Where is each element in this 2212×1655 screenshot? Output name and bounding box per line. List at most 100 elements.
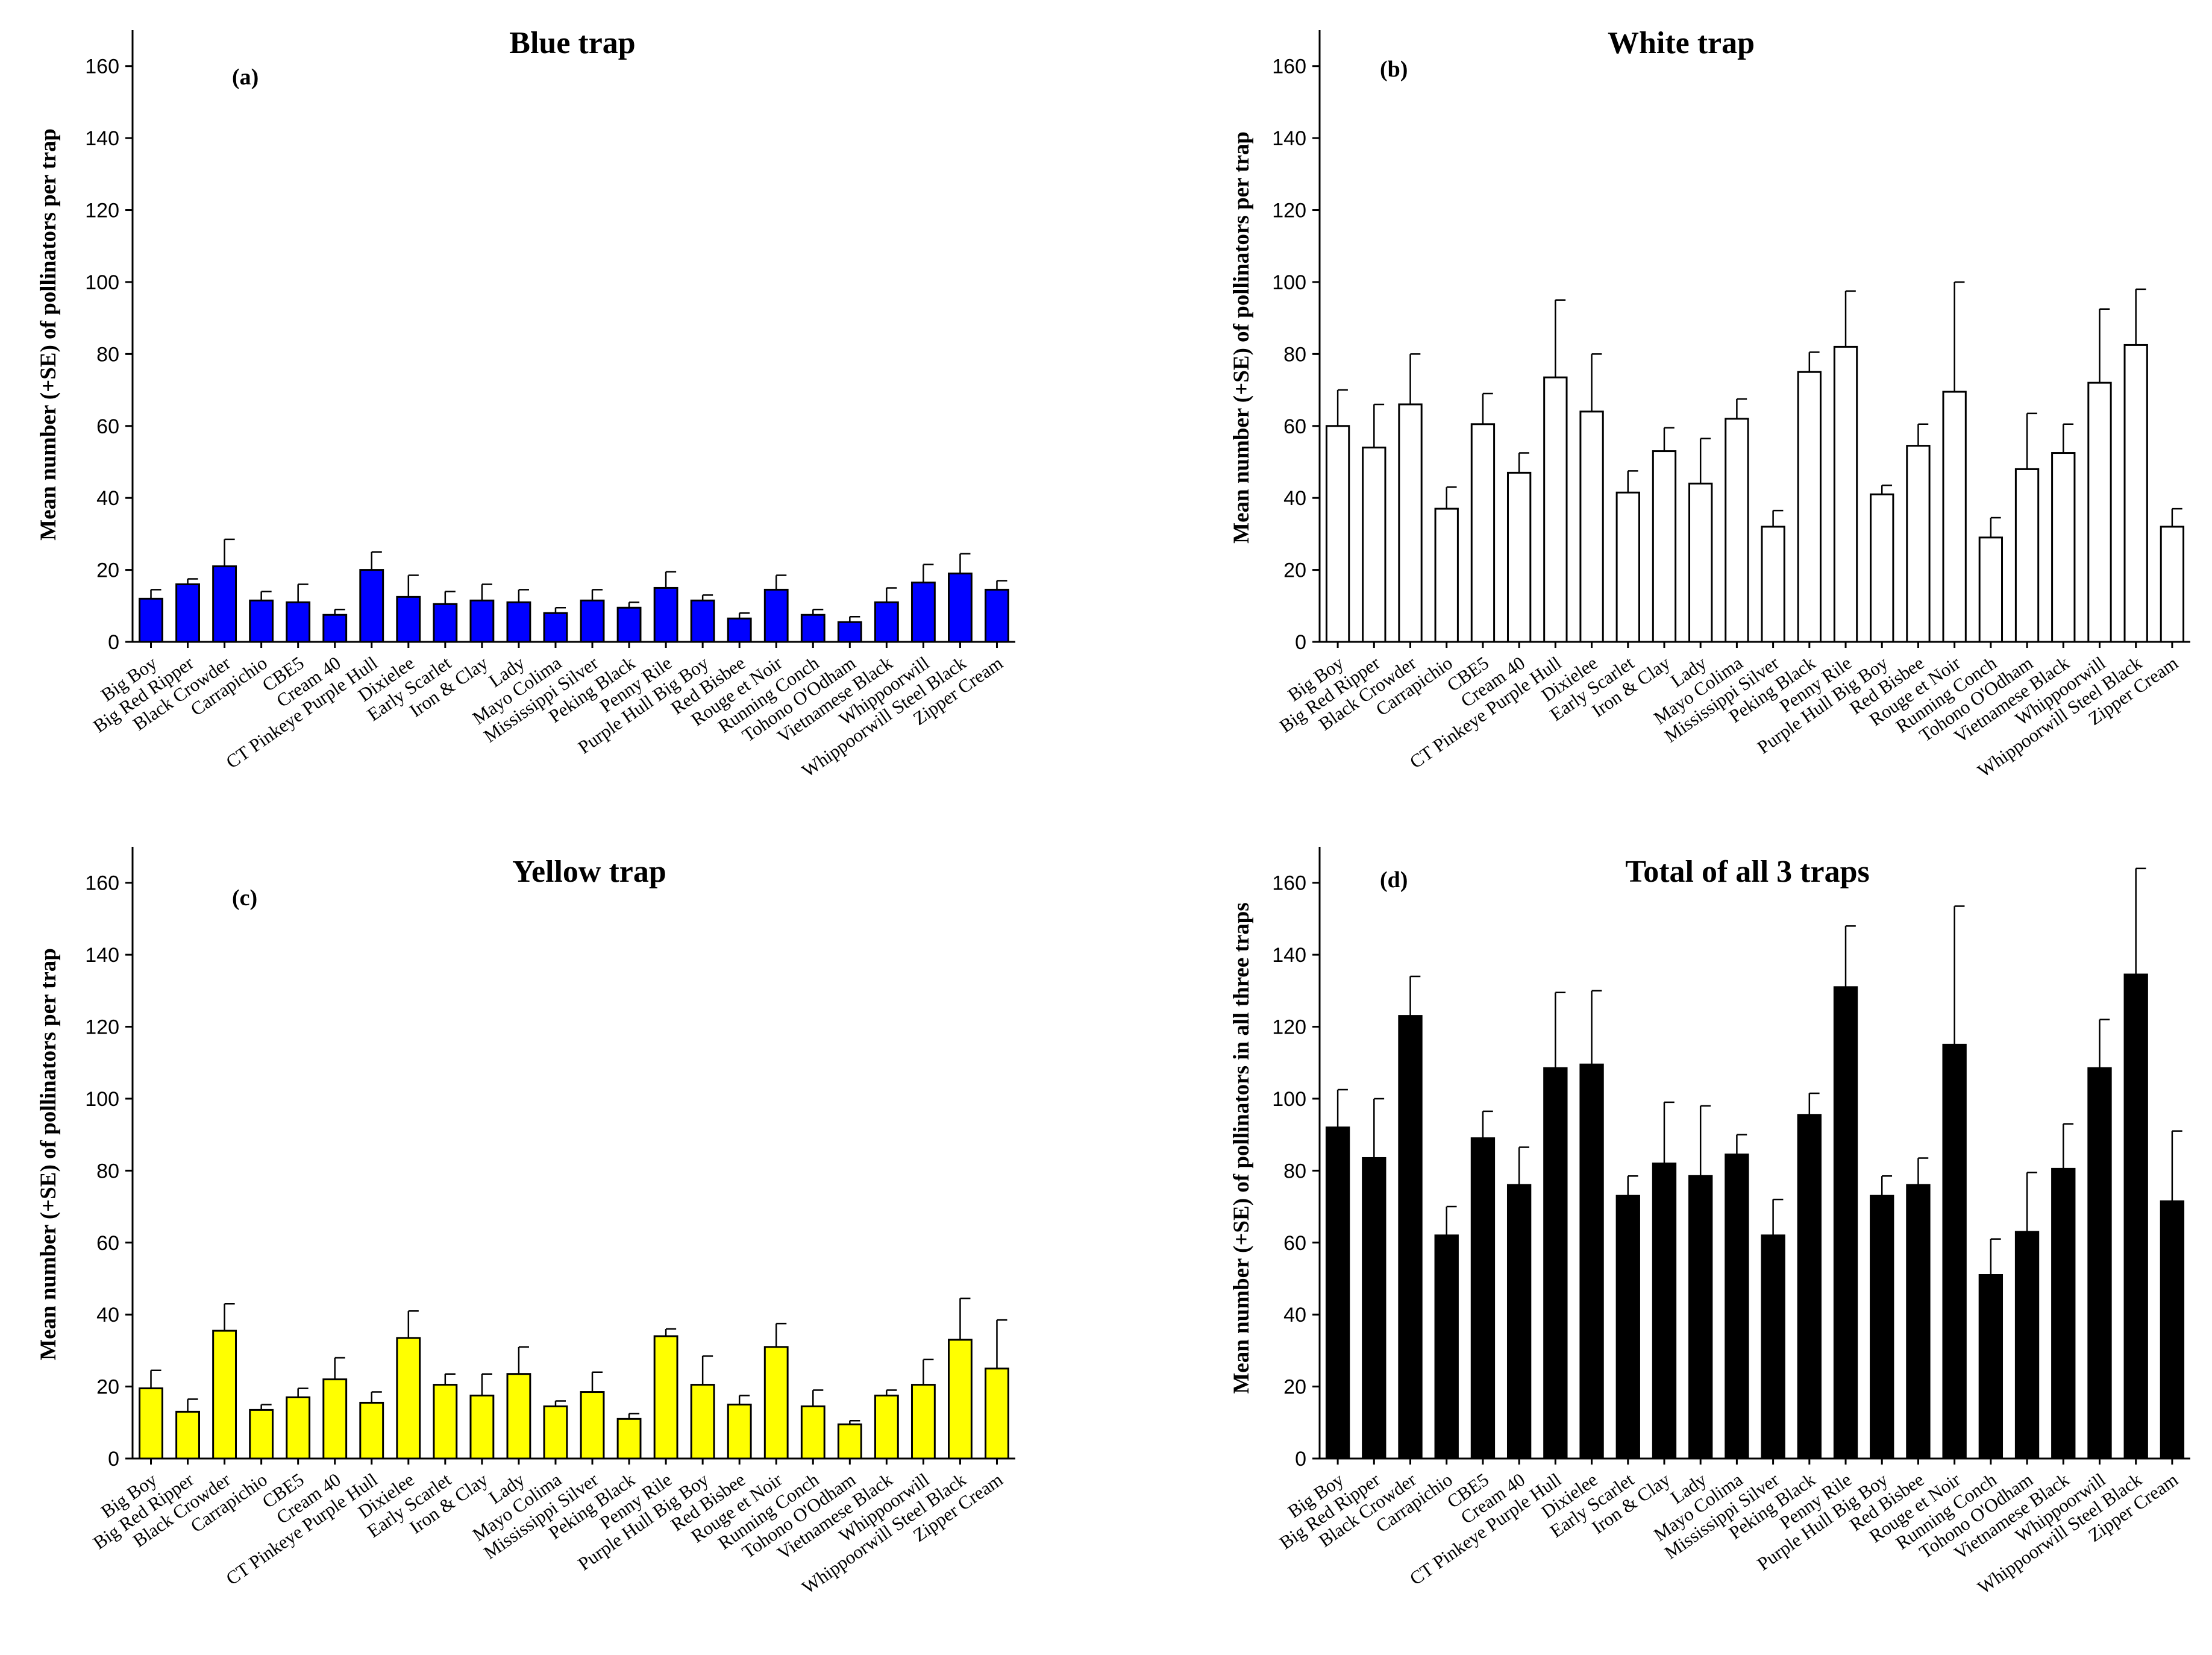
chart-title: White trap — [1608, 26, 1755, 60]
bar — [1398, 403, 1423, 643]
chart-title: Blue trap — [509, 26, 635, 60]
bar — [1434, 507, 1459, 643]
y-tick-label: 40 — [1283, 1304, 1306, 1327]
bar — [359, 1401, 384, 1460]
y-tick-label: 80 — [1283, 343, 1306, 366]
bar — [690, 599, 715, 643]
bar — [1942, 1043, 1967, 1460]
panel-label: (c) — [232, 885, 257, 911]
bar — [616, 606, 642, 643]
bar — [1470, 423, 1496, 643]
bar — [139, 1387, 163, 1460]
y-tick-label: 100 — [1272, 1088, 1306, 1111]
bar — [1870, 1195, 1894, 1460]
bar — [1797, 371, 1822, 643]
bar — [1978, 536, 2004, 643]
bar — [2123, 973, 2148, 1460]
bar — [874, 1395, 899, 1460]
bar — [1725, 1153, 1749, 1460]
bar — [506, 1373, 531, 1460]
bar — [2014, 468, 2040, 643]
chart-panel-c: Yellow trap (c) Mean number (+SE) of polli… — [36, 847, 1015, 1598]
y-tick-label: 160 — [85, 55, 119, 78]
bar — [2051, 1167, 2076, 1460]
y-tick-label: 160 — [85, 872, 119, 895]
bar — [948, 1339, 973, 1460]
bar — [396, 1337, 421, 1460]
y-tick-label: 80 — [96, 1160, 119, 1182]
bar — [1325, 425, 1350, 643]
bar — [985, 1368, 1009, 1460]
bar — [1978, 1274, 2004, 1460]
bar — [139, 597, 163, 643]
bar — [948, 573, 973, 643]
bar — [1761, 1234, 1785, 1460]
y-axis-label: Mean number (+SE) of pollinators per tra… — [1229, 131, 1254, 544]
chart-panel-d: Total of all 3 traps (d) Mean number (+SE)… — [1229, 847, 2190, 1598]
bar — [1761, 526, 1785, 643]
bar — [359, 569, 384, 643]
y-tick-label: 80 — [96, 343, 119, 366]
bar — [1942, 391, 1967, 643]
bar — [396, 595, 421, 643]
bar — [2087, 382, 2112, 643]
bar — [286, 601, 311, 643]
y-tick-label: 120 — [85, 199, 119, 222]
y-tick-label: 20 — [96, 559, 119, 582]
y-tick-label: 160 — [1272, 872, 1306, 895]
bar — [1615, 491, 1640, 643]
y-tick-label: 0 — [1295, 1448, 1306, 1471]
y-axis-label: Mean number (+SE) of pollinators per tra… — [36, 948, 61, 1360]
bar — [1833, 986, 1858, 1460]
y-tick-label: 60 — [96, 1232, 119, 1255]
y-tick-label: 140 — [1272, 944, 1306, 967]
bar — [580, 599, 605, 643]
bar — [2160, 1200, 2185, 1460]
bar — [1579, 1063, 1604, 1460]
y-tick-label: 140 — [85, 127, 119, 150]
y-tick-label: 100 — [85, 271, 119, 294]
y-tick-label: 0 — [108, 1448, 119, 1471]
bar — [469, 599, 495, 643]
y-tick-label: 120 — [1272, 199, 1306, 222]
y-tick-label: 100 — [1272, 271, 1306, 294]
bar — [1615, 1195, 1640, 1460]
bar — [985, 588, 1009, 643]
bar — [727, 617, 752, 643]
bar — [212, 565, 237, 643]
bar — [433, 1384, 458, 1460]
bar — [1688, 482, 1713, 643]
bar — [2160, 526, 2185, 643]
bar — [1833, 345, 1858, 643]
bar — [580, 1391, 605, 1460]
bar — [249, 599, 274, 643]
bar — [1725, 418, 1749, 643]
bar — [1398, 1015, 1423, 1460]
panel-label: (a) — [232, 64, 258, 90]
y-tick-label: 140 — [1272, 127, 1306, 150]
bar — [800, 614, 826, 643]
bar — [469, 1395, 495, 1460]
y-tick-label: 100 — [85, 1088, 119, 1111]
bar — [763, 588, 789, 643]
chart-title: Yellow trap — [512, 855, 666, 889]
bar — [1906, 445, 1931, 643]
y-tick-label: 20 — [96, 1376, 119, 1399]
bar — [2014, 1231, 2040, 1460]
y-tick-label: 60 — [1283, 1232, 1306, 1255]
bar — [910, 581, 936, 643]
bar — [2051, 452, 2076, 643]
bar — [1325, 1126, 1350, 1460]
y-tick-label: 20 — [1283, 559, 1306, 582]
bar — [653, 586, 678, 643]
y-axis-label: Mean number (+SE) of pollinators per tra… — [36, 128, 61, 541]
y-tick-label: 0 — [108, 631, 119, 654]
panel-label: (d) — [1380, 867, 1408, 893]
bar — [910, 1384, 936, 1460]
bar — [1543, 376, 1568, 643]
bar — [2087, 1067, 2112, 1460]
bar — [1579, 410, 1604, 643]
y-axis-label: Mean number (+SE) of pollinators in all … — [1229, 902, 1254, 1393]
y-tick-label: 120 — [1272, 1016, 1306, 1039]
